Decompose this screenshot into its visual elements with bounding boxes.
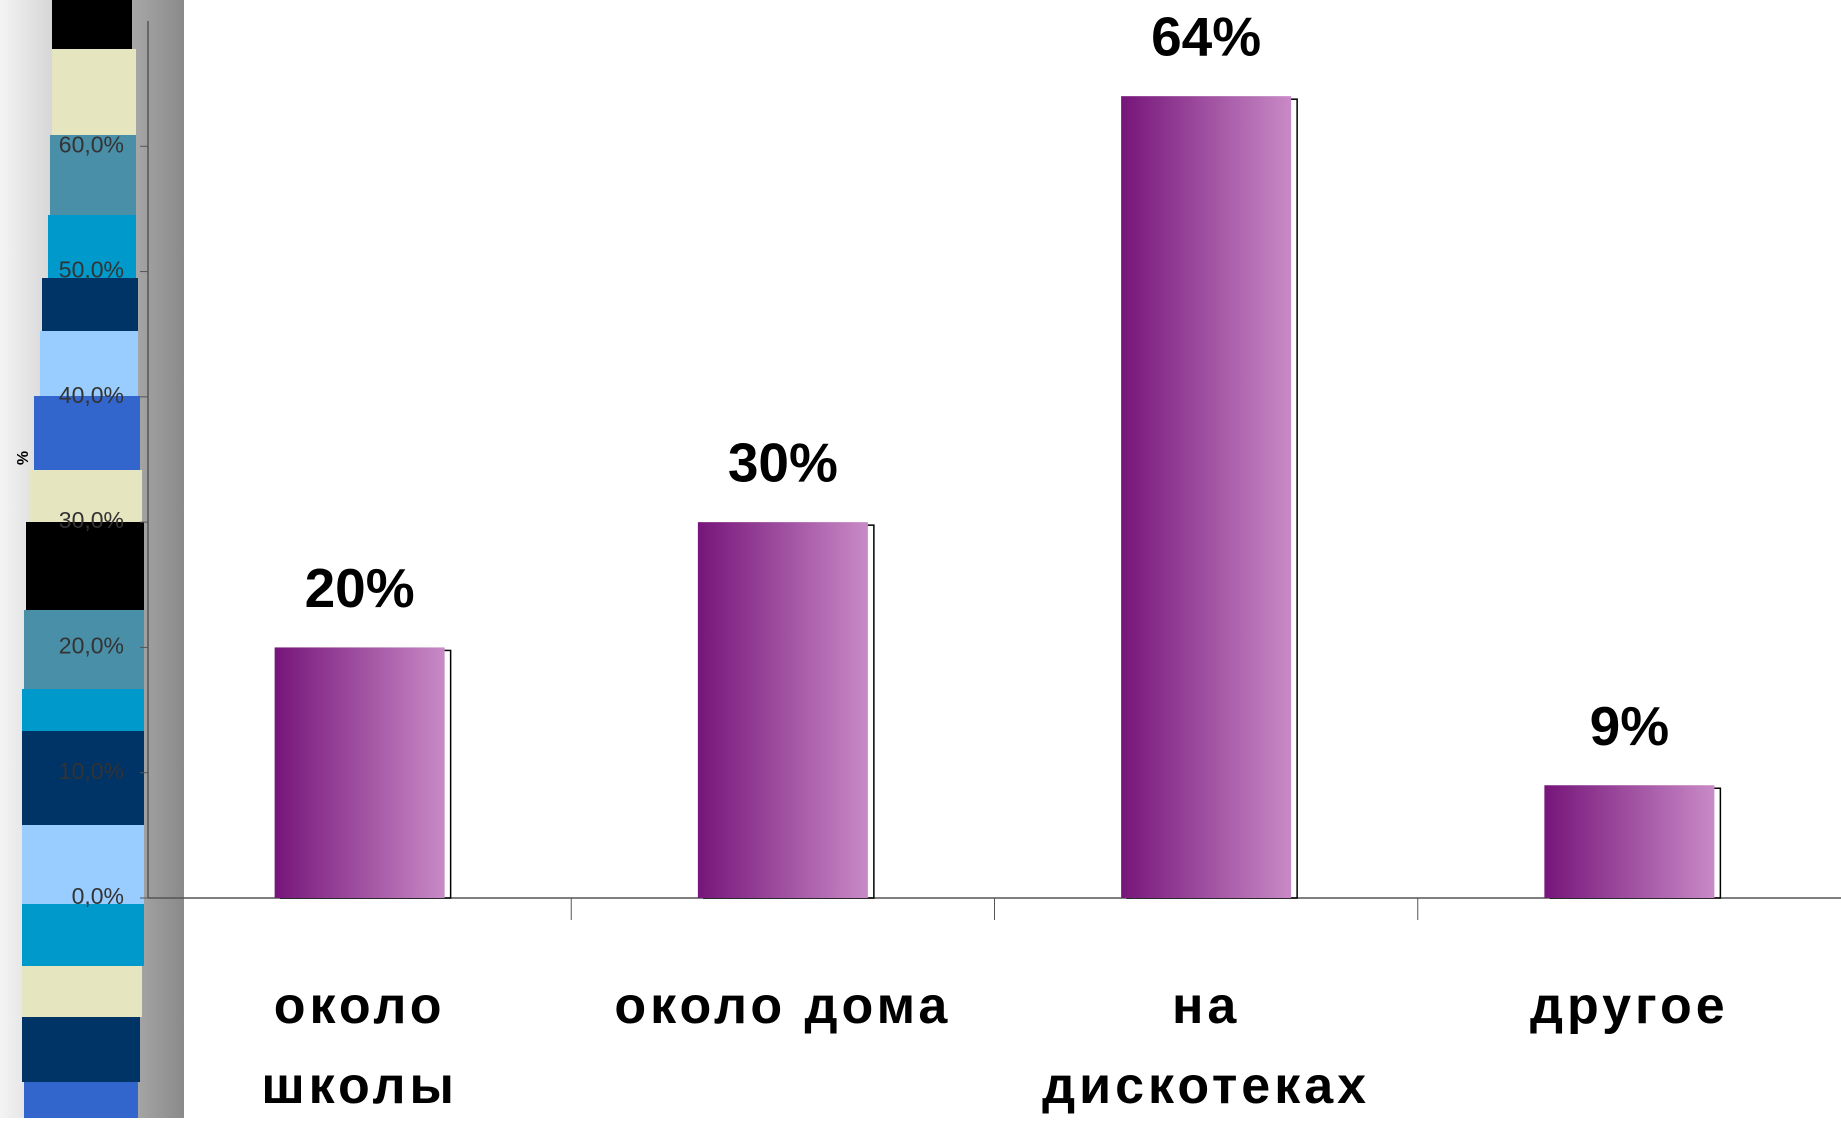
y-tick-label: 40,0% [59,382,124,408]
side-decoration [0,0,184,1118]
value-label: 64% [1151,6,1261,68]
bar [274,647,445,898]
x-tick-label: другое [1530,977,1729,1035]
y-tick-label: 30,0% [59,507,124,533]
x-tick-label: около дома [614,977,952,1035]
y-tick-label: 60,0% [59,131,124,157]
y-tick-label: 20,0% [59,633,124,659]
value-label: 9% [1590,695,1670,757]
bar [697,522,868,898]
y-tick-label: 50,0% [59,257,124,283]
x-tick-label: на дискотеках [1042,977,1371,1115]
y-axis-label: % [15,451,32,465]
y-tick-label: 0,0% [72,883,124,909]
bar [1121,96,1292,898]
bar [1544,785,1715,898]
value-label: 20% [305,557,415,619]
y-tick-label: 10,0% [59,758,124,784]
x-tick-label: около школы [261,977,458,1115]
value-label: 30% [728,432,838,494]
